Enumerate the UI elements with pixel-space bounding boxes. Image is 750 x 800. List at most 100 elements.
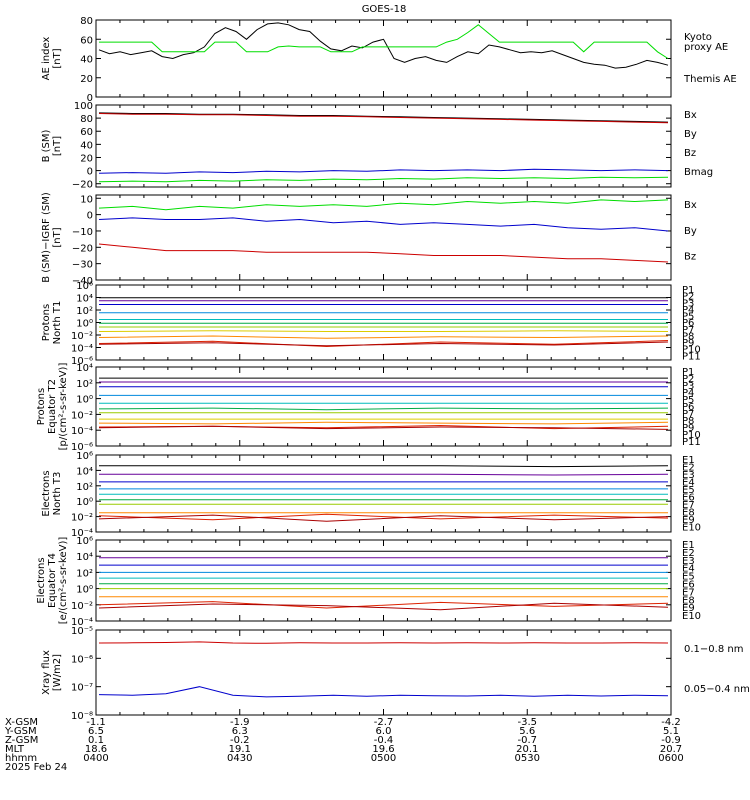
legend-label: P7 <box>682 409 694 420</box>
ephemeris-value: -0.9 <box>661 735 681 746</box>
series-line-e1 <box>99 465 669 468</box>
ephemeris-value: 19.1 <box>229 744 251 755</box>
legend-label: P2 <box>682 292 694 303</box>
ephemeris-value: -0.7 <box>517 735 537 746</box>
legend-label: Bx <box>684 110 697 121</box>
legend-label: P8 <box>682 331 694 342</box>
ephemeris-value: 19.6 <box>372 744 394 755</box>
legend-label: E10 <box>682 523 701 534</box>
y-axis-label: North T1 <box>52 301 63 345</box>
series-line-e10 <box>98 602 669 611</box>
ephemeris-value: 6.3 <box>232 726 248 737</box>
legend-label: E3 <box>682 470 695 481</box>
series-line-p11 <box>98 425 669 430</box>
y-axis-label: B (SM)−IGRF (SM) <box>41 192 52 283</box>
legend-label: Bz <box>684 148 696 159</box>
series-line-by <box>98 176 669 183</box>
legend-label: 0.05−0.4 nm <box>684 684 750 695</box>
y-axis-label: Equator T4 <box>47 553 58 608</box>
legend-label: Kyoto <box>684 32 712 43</box>
y-tick-label: 60 <box>80 35 93 46</box>
y-tick-label: 10⁻² <box>71 410 93 421</box>
ephemeris-value: 0500 <box>371 753 396 764</box>
y-axis-label: [e/(cm²-s-sr-keV)] <box>58 537 69 625</box>
ephemeris-value: 6.5 <box>88 726 104 737</box>
legend-label: E7 <box>682 587 695 598</box>
y-tick-label: −20 <box>72 243 93 254</box>
legend-label: P5 <box>682 312 694 323</box>
legend-label: Bz <box>684 252 696 263</box>
legend-label: P9 <box>682 423 694 434</box>
y-tick-label: 10⁰ <box>76 319 93 330</box>
y-tick-label: −10 <box>72 227 93 238</box>
y-tick-label: 10⁰ <box>76 497 93 508</box>
y-tick-label: 10⁻⁶ <box>71 442 93 453</box>
panel-frame <box>95 19 672 98</box>
legend-label: Bmag <box>684 167 713 178</box>
legend-label: P10 <box>682 430 701 441</box>
y-tick-label: 40 <box>80 55 93 66</box>
y-tick-label: 10⁻⁴ <box>71 617 93 628</box>
legend-label: E2 <box>682 463 695 474</box>
y-tick-label: 10⁴ <box>76 294 93 305</box>
ephemeris-row-label: hhmm <box>5 753 37 764</box>
y-axis-label: Electrons <box>36 557 47 603</box>
legend-label: E6 <box>682 493 695 504</box>
legend-label: Bx <box>684 200 697 211</box>
series-line-p8 <box>98 330 669 332</box>
series-line-bx <box>98 217 669 232</box>
legend-label: E7 <box>682 500 695 511</box>
legend-label: E5 <box>682 572 695 583</box>
legend-label: E6 <box>682 580 695 591</box>
y-tick-label: 10⁴ <box>76 552 93 563</box>
y-tick-label: 10⁻² <box>71 331 93 342</box>
y-tick-label: −20 <box>72 180 93 191</box>
series-line-p9 <box>98 421 669 425</box>
ephemeris-value: -0.2 <box>230 735 250 746</box>
ephemeris-value: -1.9 <box>230 717 250 728</box>
ephemeris-value: 18.6 <box>85 744 107 755</box>
legend-label: E10 <box>682 611 701 622</box>
legend-label: E5 <box>682 485 695 496</box>
series-line-e9 <box>98 513 669 521</box>
y-tick-label: 10⁻⁴ <box>71 344 93 355</box>
y-tick-label: 10² <box>76 306 93 317</box>
ephemeris-value: -4.2 <box>661 717 681 728</box>
y-tick-label: 10⁴ <box>76 363 93 374</box>
legend-label: E9 <box>682 603 695 614</box>
y-axis-label: [nT] <box>52 48 63 68</box>
series-line-bz <box>98 113 669 124</box>
legend-label: P1 <box>682 285 694 296</box>
legend-label: P1 <box>682 367 694 378</box>
legend-label: proxy AE <box>684 42 728 53</box>
legend-label: E9 <box>682 515 695 526</box>
series-line-p9 <box>98 335 669 339</box>
y-tick-label: 10⁻² <box>71 601 93 612</box>
panel-frame <box>95 366 672 447</box>
legend-label: E4 <box>682 478 695 489</box>
panel-7: 10⁶ 10⁴ 10² 10⁰ 10⁻² 10⁻⁴ Electrons Equator T4[… <box>36 536 701 628</box>
ephemeris-value: 0.1 <box>88 735 104 746</box>
series-line-e10 <box>98 514 669 522</box>
legend-label: P6 <box>682 318 694 329</box>
y-axis-label: Xray flux <box>41 650 52 695</box>
ephemeris-value: 20.1 <box>516 744 538 755</box>
legend-label: P8 <box>682 416 694 427</box>
legend-label: Themis AE <box>683 74 737 85</box>
y-tick-label: 10⁶ <box>76 281 93 292</box>
series-line-bmag <box>98 112 669 123</box>
legend-label: By <box>684 129 697 140</box>
panel-frame <box>95 539 672 622</box>
legend-label: P3 <box>682 298 694 309</box>
y-axis-label: North T3 <box>52 472 63 516</box>
ephemeris-value: 20.7 <box>660 744 682 755</box>
legend-label: P4 <box>682 388 694 399</box>
y-tick-label: 10⁻⁶ <box>71 356 93 367</box>
y-tick-label: 60 <box>80 127 93 138</box>
legend-label: P5 <box>682 395 694 406</box>
legend-label: P2 <box>682 374 694 385</box>
legend-label: P11 <box>682 437 701 448</box>
